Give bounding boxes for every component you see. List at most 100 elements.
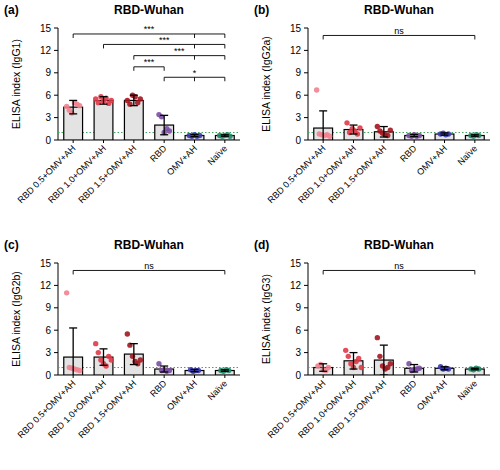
y-tick-label: 9 xyxy=(295,67,301,78)
error-bar xyxy=(69,328,77,375)
error-bar-cap xyxy=(130,95,138,96)
panel-label: (d) xyxy=(254,238,269,252)
bracket-tick xyxy=(323,35,324,39)
x-tick xyxy=(414,140,415,143)
error-bar-stem xyxy=(103,349,104,365)
error-bar-cap xyxy=(221,371,229,372)
x-tick xyxy=(103,140,104,143)
significance-label: ns xyxy=(394,261,404,271)
error-bar-cap xyxy=(100,104,108,105)
data-point xyxy=(406,361,411,366)
error-bar-cap xyxy=(319,110,327,111)
error-bar-cap xyxy=(160,134,168,135)
y-tick xyxy=(54,263,58,264)
x-tick-label: RBD xyxy=(398,378,419,399)
bracket-tick xyxy=(164,67,165,71)
error-bar-stem xyxy=(383,127,384,137)
data-point xyxy=(357,125,362,130)
data-point xyxy=(388,128,393,133)
y-tick-label: 12 xyxy=(40,45,52,56)
error-bar-cap xyxy=(380,136,388,137)
error-bar-cap xyxy=(441,369,449,370)
x-tick-label: RBD xyxy=(148,378,169,399)
x-tick-label: OMV+AH xyxy=(415,378,449,412)
y-tick-label: 3 xyxy=(45,347,51,358)
y-tick-label: 15 xyxy=(40,23,52,34)
error-bar-cap xyxy=(130,343,138,344)
panel: (c)RBD-WuhanELISA index (IgG2b)03691215R… xyxy=(4,238,240,440)
error-bar-cap xyxy=(441,366,449,367)
y-tick xyxy=(54,95,58,96)
significance-label: ns xyxy=(144,261,154,271)
bracket-tick xyxy=(73,34,74,38)
y-tick-label: 0 xyxy=(45,135,51,146)
error-bar-cap xyxy=(100,365,108,366)
y-axis xyxy=(58,263,59,375)
significance-bracket xyxy=(164,77,225,81)
error-bar-stem xyxy=(164,366,165,372)
y-tick xyxy=(54,140,58,141)
x-axis xyxy=(308,140,490,141)
data-point xyxy=(64,290,69,295)
error-bar xyxy=(221,370,229,371)
x-tick-label: RBD xyxy=(148,143,169,164)
data-point xyxy=(377,354,382,359)
data-point xyxy=(77,103,82,108)
data-point xyxy=(356,356,361,361)
y-tick xyxy=(54,28,58,29)
x-tick-label: RBD 1.0+OMV+AH xyxy=(296,378,358,440)
significance-label: *** xyxy=(144,57,155,67)
title: RBD-Wuhan xyxy=(114,3,184,17)
data-point xyxy=(125,331,130,336)
bracket-tick xyxy=(103,44,104,48)
y-tick-label: 12 xyxy=(290,280,302,291)
x-tick xyxy=(444,375,445,378)
y-tick-label: 6 xyxy=(295,325,301,336)
x-tick xyxy=(73,140,74,143)
x-tick xyxy=(474,140,475,143)
x-tick xyxy=(194,375,195,378)
x-tick-label: RBD 1.5+OMV+AH xyxy=(326,378,388,440)
error-bar-stem xyxy=(164,115,165,134)
x-tick-label: RBD 0.5+OMV+AH xyxy=(16,143,78,205)
error-bar-cap xyxy=(69,100,77,101)
significance-bracket xyxy=(104,44,225,48)
error-bar-cap xyxy=(221,136,229,137)
error-bar-cap xyxy=(100,348,108,349)
y-tick-label: 9 xyxy=(45,67,51,78)
data-point xyxy=(476,133,481,138)
error-bar-cap xyxy=(69,113,77,114)
error-bar-stem xyxy=(353,125,354,134)
bracket-tick xyxy=(194,44,195,48)
error-bar-cap xyxy=(380,374,388,375)
y-tick-label: 15 xyxy=(290,258,302,269)
y-tick xyxy=(304,117,308,118)
error-bar-stem xyxy=(133,344,134,365)
error-bar xyxy=(319,111,327,140)
bracket-tick xyxy=(224,44,225,48)
error-bar xyxy=(471,368,479,369)
y-tick-label: 3 xyxy=(295,112,301,123)
error-bar-cap xyxy=(191,371,199,372)
x-axis xyxy=(58,375,240,376)
plot-area xyxy=(308,87,490,140)
x-tick-label: RBD 0.5+OMV+AH xyxy=(16,378,78,440)
error-bar xyxy=(191,134,199,136)
error-bar-cap xyxy=(471,136,479,137)
error-bar xyxy=(350,353,358,369)
bracket-tick xyxy=(194,77,195,81)
panel: (a)RBD-WuhanELISA index (IgG1)03691215RB… xyxy=(4,3,240,205)
error-bar-cap xyxy=(350,368,358,369)
error-bar-stem xyxy=(323,364,324,371)
error-bar xyxy=(130,95,138,105)
error-bar-cap xyxy=(410,134,418,135)
y-tick-label: 12 xyxy=(290,45,302,56)
y-tick xyxy=(54,285,58,286)
error-bar xyxy=(130,344,138,365)
y-tick xyxy=(304,307,308,308)
error-bar-cap xyxy=(160,115,168,116)
x-tick xyxy=(133,140,134,143)
error-bar-stem xyxy=(414,365,415,372)
y-tick-label: 9 xyxy=(45,302,51,313)
y-tick xyxy=(304,352,308,353)
